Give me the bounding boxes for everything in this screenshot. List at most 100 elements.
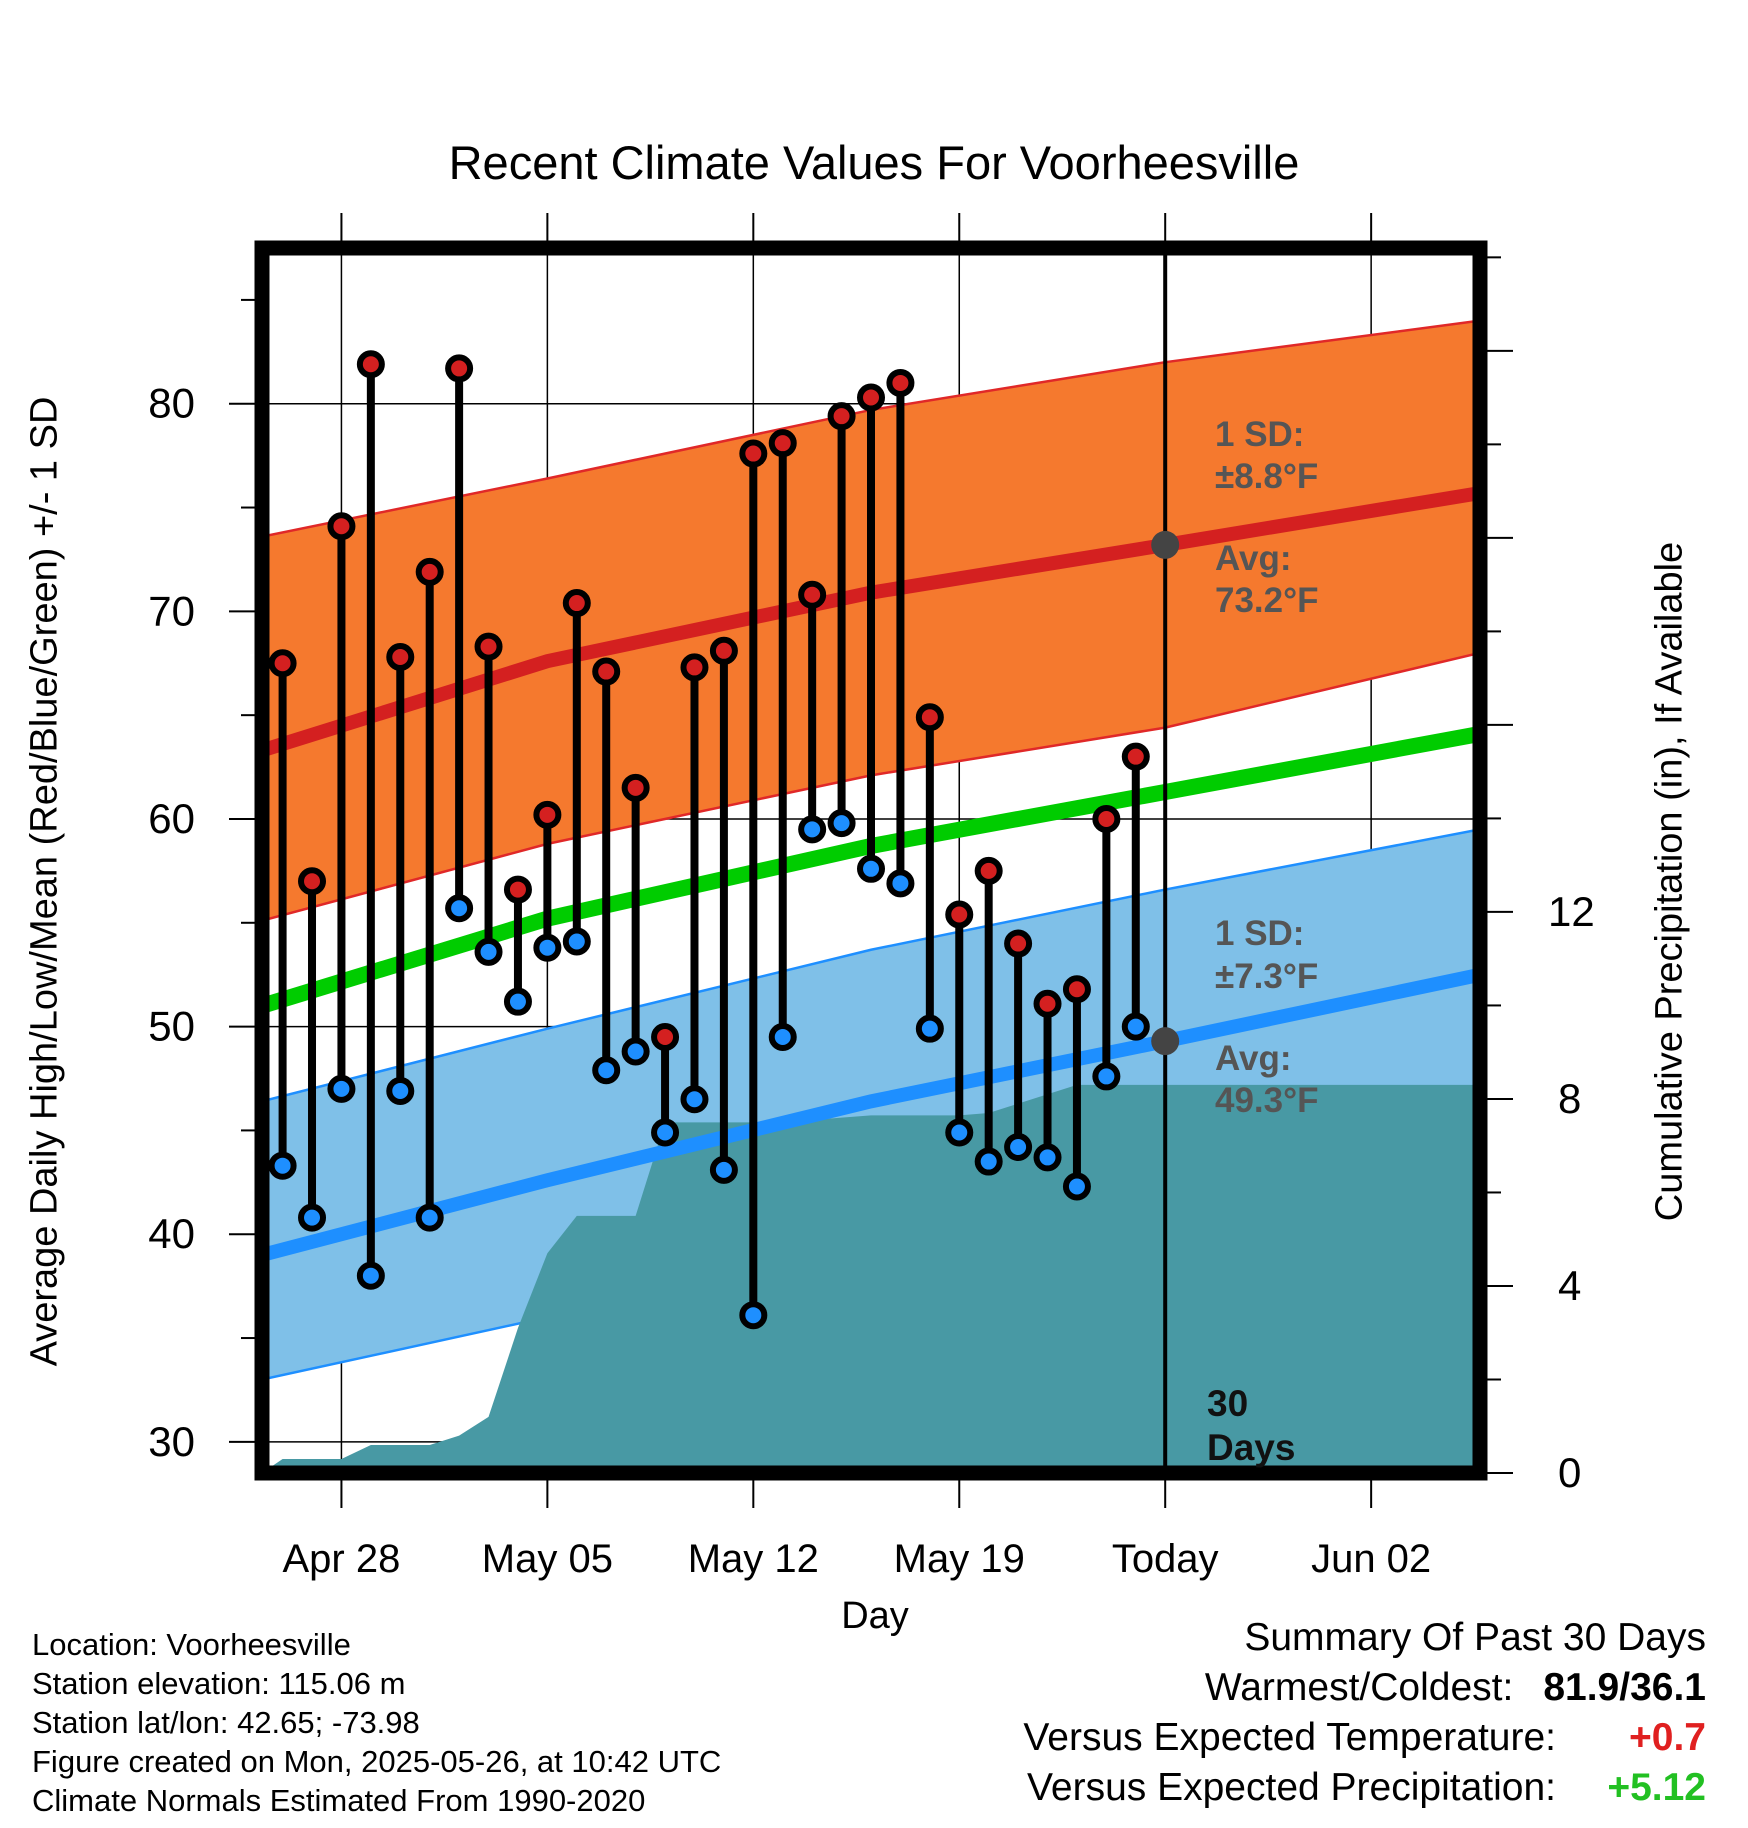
temperature-label: Versus Expected Temperature: — [1023, 1716, 1556, 1759]
y-left-tick-label: 40 — [148, 1210, 195, 1257]
daily-high-point — [503, 875, 532, 904]
daily-low-point — [709, 1155, 738, 1184]
daily-high-point — [1033, 989, 1062, 1018]
station-latlon: Station lat/lon: 42.65; -73.98 — [32, 1705, 420, 1740]
daily-low-point — [680, 1085, 709, 1114]
warmest-coldest-label: Warmest/Coldest: — [1204, 1666, 1514, 1709]
y-right-tick-label: 8 — [1558, 1075, 1581, 1122]
low-avg-value: 49.3°F — [1215, 1081, 1319, 1120]
y-axis-left-label: Average Daily High/Low/Mean (Red/Blue/Gr… — [23, 396, 66, 1367]
summary-heading: Summary Of Past 30 Days — [1244, 1616, 1706, 1659]
high-sd-value: ±8.8°F — [1215, 457, 1318, 496]
daily-low-point — [415, 1203, 444, 1232]
daily-low-point — [1062, 1172, 1091, 1201]
daily-low-point — [1004, 1133, 1033, 1162]
high-sd-label: 1 SD: — [1215, 415, 1304, 454]
daily-high-point — [1062, 975, 1091, 1004]
low-avg-label: Avg: — [1215, 1039, 1291, 1078]
daily-high-point — [857, 383, 885, 412]
low-sd-label: 1 SD: — [1215, 914, 1304, 953]
precipitation-value: +5.12 — [1607, 1766, 1706, 1809]
daily-high-point — [474, 632, 503, 661]
daily-high-point — [356, 350, 385, 379]
daily-low-point — [474, 937, 503, 966]
daily-low-point — [298, 1203, 327, 1232]
daily-low-point — [739, 1301, 768, 1330]
warmest-coldest-value: 81.9/36.1 — [1543, 1666, 1706, 1709]
daily-high-point — [709, 636, 738, 665]
daily-high-point — [974, 856, 1003, 885]
daily-low-point — [268, 1151, 297, 1180]
station-elevation: Station elevation: 115.06 m — [32, 1666, 406, 1701]
x-tick-label: Today — [1112, 1537, 1219, 1581]
daily-low-point — [1033, 1143, 1062, 1172]
daily-low-point — [592, 1056, 621, 1085]
daily-high-point — [386, 643, 415, 672]
normal-low-band-upper-edge — [262, 828, 1480, 1103]
daily-low-point — [327, 1074, 356, 1103]
daily-low-point — [356, 1261, 385, 1290]
daily-high-point — [886, 368, 915, 397]
summary-panel: Summary Of Past 30 Days Warmest/Coldest:… — [1023, 1613, 1706, 1813]
high-avg-label: Avg: — [1215, 539, 1291, 578]
daily-low-point — [562, 927, 591, 956]
daily-high-point — [298, 867, 327, 896]
x-tick-label: Jun 02 — [1311, 1537, 1431, 1581]
daily-high-point — [680, 653, 709, 682]
low-sd-value: ±7.3°F — [1215, 957, 1318, 996]
x-tick-label: May 19 — [894, 1537, 1025, 1581]
x-tick-label: May 12 — [688, 1537, 819, 1581]
daily-high-point — [651, 1022, 680, 1051]
daily-low-point — [827, 809, 856, 838]
daily-low-point — [503, 987, 532, 1016]
days-count-label: 30 — [1207, 1383, 1248, 1424]
climate-normals-note: Climate Normals Estimated From 1990-2020 — [32, 1783, 646, 1818]
daily-low-point — [1121, 1012, 1150, 1041]
temperature-value: +0.7 — [1629, 1716, 1706, 1759]
daily-high-point — [445, 354, 474, 383]
x-tick-label: May 05 — [482, 1537, 613, 1581]
summary-temperature: Versus Expected Temperature: +0.7 — [1023, 1713, 1706, 1763]
daily-low-point — [768, 1022, 797, 1051]
daily-high-point — [327, 512, 356, 541]
y-axis-right-label: Cumulative Precipitation (in), If Availa… — [1648, 541, 1691, 1222]
today-low-avg-marker — [1151, 1027, 1180, 1056]
today-high-avg-marker — [1151, 530, 1180, 559]
high-avg-value: 73.2°F — [1215, 581, 1319, 620]
y-left-tick-label: 30 — [148, 1418, 195, 1465]
x-tick-label: Apr 28 — [283, 1537, 401, 1581]
y-left-tick-label: 50 — [148, 1003, 195, 1050]
daily-high-point — [621, 773, 650, 802]
y-left-tick-label: 70 — [148, 587, 195, 634]
daily-high-point — [1092, 804, 1121, 833]
y-right-tick-label: 12 — [1548, 888, 1595, 935]
daily-high-point — [415, 557, 444, 586]
y-right-tick-label: 0 — [1558, 1449, 1581, 1496]
y-left-tick-label: 60 — [148, 795, 195, 842]
daily-low-point — [915, 1014, 944, 1043]
daily-high-point — [798, 580, 827, 609]
daily-high-point — [1004, 929, 1033, 958]
daily-high-point — [592, 657, 621, 686]
daily-high-point — [915, 703, 944, 732]
daily-low-point — [651, 1118, 680, 1147]
daily-high-point — [268, 649, 297, 678]
daily-high-point — [768, 429, 797, 458]
daily-low-point — [621, 1037, 650, 1066]
daily-high-point — [562, 589, 591, 618]
daily-high-point — [945, 900, 974, 929]
daily-low-point — [533, 933, 562, 962]
daily-high-point — [739, 439, 768, 468]
daily-low-point — [1092, 1062, 1121, 1091]
plot-frame — [254, 240, 1488, 1481]
x-axis-label-text: Day — [841, 1595, 909, 1637]
station-info: Location: Voorheesville Station elevatio… — [32, 1625, 721, 1820]
figure-created: Figure created on Mon, 2025-05-26, at 10… — [32, 1744, 722, 1779]
daily-low-point — [857, 854, 885, 883]
daily-low-point — [945, 1118, 974, 1147]
y-right-tick-label: 4 — [1558, 1262, 1581, 1309]
y-left-tick-label: 80 — [148, 380, 195, 427]
summary-precipitation: Versus Expected Precipitation: +5.12 — [1023, 1763, 1706, 1813]
daily-low-point — [886, 869, 915, 898]
